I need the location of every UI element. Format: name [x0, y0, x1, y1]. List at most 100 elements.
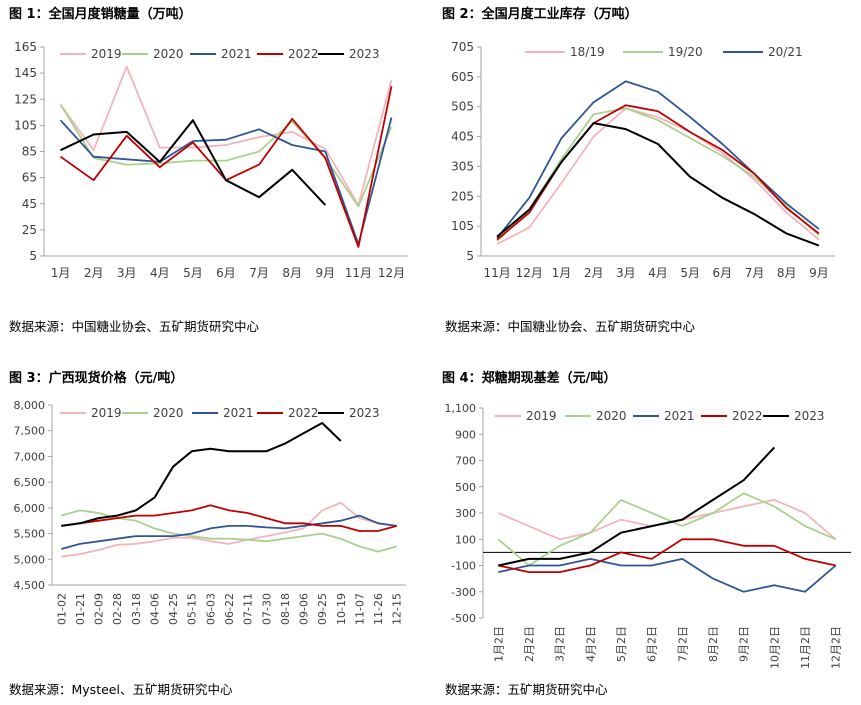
chart-1-source: 数据来源：中国糖业协会、五矿期货研究中心: [9, 319, 260, 334]
y-tick-label: 5,000: [14, 553, 46, 566]
x-tick-label: 8月: [777, 266, 797, 280]
x-tick-label: 08-18: [279, 593, 292, 625]
x-tick-label: 3月: [616, 266, 636, 280]
chart-panel-3: 图 3：广西现货价格（元/吨） 4,500 5,000 5,500 6,000 6,50…: [0, 360, 430, 705]
x-tick-label: 8月2日: [707, 626, 720, 662]
legend-label: 2023: [349, 47, 380, 61]
x-tick-label: 12-15: [391, 593, 404, 625]
y-tick-label: 300: [455, 507, 476, 520]
x-tick-label: 01-02: [55, 593, 68, 625]
x-tick-label: 1月: [51, 266, 71, 280]
x-tick-label: 1月2日: [492, 626, 505, 662]
legend-label: 2019: [91, 406, 122, 420]
x-tick-label: 2月: [584, 266, 604, 280]
y-tick-label: 5,500: [14, 528, 46, 541]
x-tick-label: 03-18: [130, 593, 143, 625]
legend-label: 2022: [288, 47, 319, 61]
y-tick-label: 5: [466, 249, 474, 263]
y-tick-label: 1,100: [445, 402, 477, 415]
y-tick-label: 705: [451, 40, 474, 54]
x-tick-label: 7月: [745, 266, 765, 280]
legend-label: 2020: [153, 47, 184, 61]
x-tick-label: 06-22: [223, 593, 236, 625]
x-tick-label: 12月: [516, 266, 543, 280]
y-tick-label: 500: [455, 481, 476, 494]
x-tick-label: 05-15: [186, 593, 199, 625]
legend-label: 2020: [596, 409, 627, 423]
x-tick-label: 9月2日: [738, 626, 751, 662]
x-tick-label: 8月: [282, 266, 302, 280]
x-tick-label: 1月: [552, 266, 572, 280]
y-tick-label: 605: [451, 70, 474, 84]
x-tick-label: 02-28: [111, 593, 124, 625]
y-tick-label: -100: [451, 560, 476, 573]
legend-label: 2021: [223, 406, 254, 420]
series-line-2023: [61, 422, 342, 527]
x-tick-label: 6月2日: [646, 626, 659, 662]
legend-label: 19/20: [668, 45, 703, 59]
y-tick-label: 25: [22, 223, 37, 237]
x-tick-label: 06-03: [204, 593, 217, 625]
series-line-2021: [59, 117, 393, 246]
x-tick-label: 11月2日: [799, 626, 812, 669]
x-tick-label: 3月2日: [554, 626, 567, 662]
chart-2-source: 数据来源：中国糖业协会、五矿期货研究中心: [445, 319, 696, 334]
x-tick-label: 11-07: [353, 593, 366, 625]
y-tick-label: 125: [14, 92, 37, 106]
y-tick-label: 6,500: [14, 476, 46, 489]
legend-label: 2019: [526, 409, 557, 423]
y-tick-label: 900: [455, 428, 476, 441]
legend-label: 20/21: [768, 45, 803, 59]
series-line-2022: [61, 504, 397, 532]
y-tick-label: 105: [14, 118, 37, 132]
chart-panel-2: 图 2：全国月度工业库存（万吨） 5 105 205 305 405 505 605 705 1…: [433, 0, 861, 350]
chart-3-title: 图 3：广西现货价格（元/吨）: [9, 371, 184, 386]
chart-1-plot: 5 25 45 65 85 105 125 145 165 1月 2月 3月 4月 5月 6月 7月 8月 9月 1…: [14, 40, 408, 280]
x-tick-label: 09-25: [316, 593, 329, 625]
x-tick-label: 12月2日: [830, 626, 843, 669]
x-tick-label: 11-26: [372, 593, 385, 625]
y-tick-label: 165: [14, 40, 37, 54]
legend-label: 2020: [153, 406, 184, 420]
y-tick-label: 100: [455, 533, 476, 546]
series-line-21-22: [496, 104, 820, 241]
y-tick-label: 65: [22, 171, 37, 185]
x-tick-label: 04-25: [167, 593, 180, 625]
x-tick-label: 6月: [713, 266, 733, 280]
series-line-2019: [61, 501, 397, 558]
chart-2-title: 图 2：全国月度工业库存（万吨）: [442, 7, 638, 22]
x-tick-label: 6月: [216, 266, 236, 280]
series-line-2023: [498, 446, 776, 567]
series-line-19-20: [496, 107, 820, 242]
y-tick-label: 6,000: [14, 502, 46, 515]
legend-label: 2019: [91, 47, 122, 61]
x-tick-label: 10-19: [335, 593, 348, 625]
chart-2-plot: 5 105 205 305 405 505 605 705 11月 12月 1月 2月 3月 4月 5月 6月…: [451, 40, 835, 280]
legend-label: 2021: [664, 409, 695, 423]
legend-label: 2023: [349, 406, 380, 420]
series-line-22-23: [496, 122, 820, 247]
x-tick-label: 01-21: [74, 593, 87, 625]
x-tick-label: 04-06: [148, 593, 161, 625]
y-tick-label: 7,500: [14, 425, 46, 438]
y-tick-label: 205: [451, 189, 474, 203]
y-tick-label: -500: [451, 612, 476, 625]
x-tick-label: 4月: [150, 266, 170, 280]
legend-label: 18/19: [570, 45, 605, 59]
x-tick-label: 4月2日: [584, 626, 597, 662]
y-tick-label: 85: [22, 145, 37, 159]
series-line-2019: [59, 65, 393, 206]
x-tick-label: 5月: [680, 266, 700, 280]
y-tick-label: 405: [451, 130, 474, 144]
series-line-2023: [60, 119, 327, 206]
series-line-2022: [498, 538, 836, 573]
series-line-2021: [61, 514, 397, 550]
series-line-2020: [59, 104, 393, 208]
series-line-20-21: [496, 80, 820, 239]
y-tick-label: 45: [22, 197, 37, 211]
series-line-2021: [498, 558, 837, 593]
y-tick-label: 700: [455, 455, 476, 468]
x-tick-label: 5月2日: [615, 626, 628, 662]
chart-3-source: 数据来源：Mysteel、五矿期货研究中心: [9, 682, 233, 697]
x-tick-label: 7月2日: [676, 626, 689, 662]
